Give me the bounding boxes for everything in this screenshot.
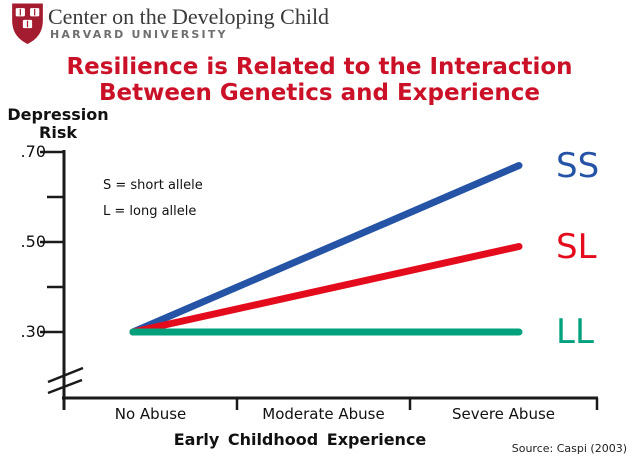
chart-title: Resilience is Related to the Interaction… (0, 54, 639, 106)
header: Center on the Developing Child HARVARD U… (0, 0, 639, 48)
x-category-label-moderate-abuse: Moderate Abuse (262, 405, 385, 423)
legend-short-allele: S = short allele (103, 178, 203, 193)
legend-long-allele: L = long allele (103, 204, 197, 219)
series-label-SS: SS (556, 145, 600, 186)
x-axis-title: Early Childhood Experience (173, 430, 427, 449)
harvard-shield-logo (12, 3, 43, 44)
series-label-SL: SL (556, 226, 597, 267)
chart-title-line2: Between Genetics and Experience (98, 80, 541, 106)
axis-break-slash-2 (47, 378, 83, 395)
org-name: Center on the Developing Child (48, 4, 330, 29)
y-tick-label-50: .50 (20, 232, 46, 251)
y-tick-label-30: .30 (20, 322, 46, 341)
university-name: HARVARD UNIVERSITY (50, 28, 228, 41)
series-line-SL (129, 243, 523, 336)
shield-books (15, 8, 40, 29)
source-credit: Source: Caspi (2003) (511, 442, 627, 455)
chart-title-line1: Resilience is Related to the Interaction (66, 54, 573, 80)
y-axis-title: Depression Risk (7, 105, 109, 142)
axis-break-slash-1 (47, 366, 84, 384)
x-category-label-no-abuse: No Abuse (114, 405, 187, 423)
y-tick-label-70: .70 (20, 142, 46, 161)
series-label-LL: LL (556, 312, 594, 352)
x-category-label-severe-abuse: Severe Abuse (451, 405, 556, 423)
series-line-SS (129, 162, 523, 336)
